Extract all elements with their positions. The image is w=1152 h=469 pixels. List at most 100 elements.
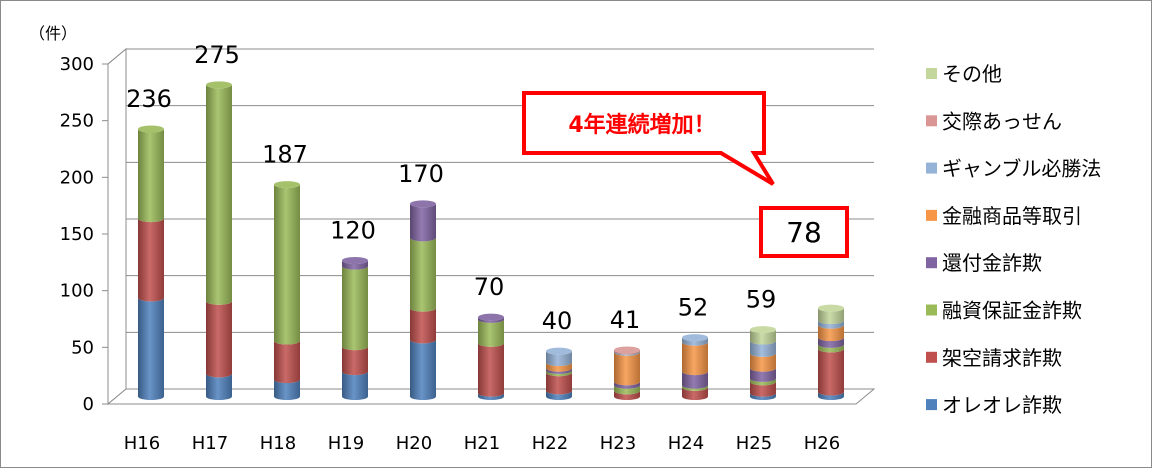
bar-cap (682, 334, 708, 342)
bar-segment (410, 308, 436, 344)
x-tick-label: H25 (736, 433, 772, 454)
y-tick-label: 0 (83, 394, 94, 415)
bar-segment (818, 308, 844, 325)
legend-item: 融資保証金詐欺 (926, 299, 1082, 323)
total-label: 59 (746, 286, 777, 314)
axes: 0 50 100 150 200 250 300 H16 H17 H18 H19 H20 H21 H22 H… (60, 54, 841, 454)
bar-segment (818, 348, 844, 396)
legend-item: ギャンブル必勝法 (926, 157, 1101, 181)
bar-segment (750, 353, 776, 372)
legend-label: 金融商品等取引 (942, 204, 1082, 228)
bar-stack (138, 125, 164, 401)
x-tick-label: H17 (192, 433, 228, 454)
total-label: 70 (474, 273, 505, 301)
bar-segment (342, 266, 368, 351)
bar-segment (138, 218, 164, 302)
bar-segment (750, 368, 776, 382)
bar-segment (410, 203, 436, 242)
y-tick-label: 200 (60, 167, 94, 188)
unit-label: （件） (29, 24, 77, 43)
callout: 4年連続増加！ (522, 91, 775, 186)
bar-stack (274, 181, 300, 401)
bar-stack (546, 347, 572, 401)
total-label: 120 (330, 217, 376, 245)
total-label: 40 (542, 307, 573, 335)
bar-segment (818, 320, 844, 329)
highlight-box: 78 (759, 206, 849, 258)
total-label: 52 (678, 294, 709, 322)
legend-swatch (926, 115, 937, 127)
bar-segment (682, 337, 708, 346)
bar-segment (614, 390, 640, 401)
x-tick-label: H19 (328, 433, 364, 454)
total-label: 236 (126, 85, 172, 113)
legend-item: 還付金詐欺 (926, 251, 1042, 275)
legend-item: オレオレ詐欺 (926, 393, 1062, 417)
bar-segment (206, 84, 232, 305)
bar-segment (138, 297, 164, 401)
y-tick-label: 150 (60, 224, 94, 245)
callout-text: 4年連続増加！ (568, 112, 715, 138)
bar-segment (546, 370, 572, 377)
side-wall (107, 47, 127, 406)
callout-bubble (522, 91, 775, 186)
x-tick-label: H16 (124, 433, 160, 454)
bar-segment (274, 184, 300, 345)
bar-segment (546, 390, 572, 401)
legend-swatch (926, 257, 937, 269)
x-tick-label: H21 (464, 433, 500, 454)
bar-segment (410, 339, 436, 401)
legend-item: 金融商品等取引 (926, 204, 1082, 228)
x-tick-label: H18 (260, 433, 296, 454)
bar-segment (138, 129, 164, 223)
total-label: 170 (398, 160, 444, 188)
y-tick-label: 250 (60, 111, 94, 132)
legend-label: 架空請求詐欺 (942, 346, 1062, 370)
x-tick-label: H20 (396, 433, 432, 454)
bar-segment (614, 351, 640, 356)
bar-segment (478, 343, 504, 397)
bar-segment (410, 237, 436, 312)
x-tick-label: H22 (532, 433, 568, 454)
bar-stack (206, 81, 232, 401)
bar-cap (342, 257, 368, 264)
bar-segment (750, 393, 776, 401)
bar-segment (478, 317, 504, 323)
legend-swatch (926, 209, 937, 221)
legend-swatch (926, 162, 937, 174)
bar-segment (818, 337, 844, 348)
bar-segment (818, 344, 844, 353)
bar-stack (614, 346, 640, 401)
bars (138, 81, 844, 401)
bar-stack (478, 313, 504, 401)
legend: その他交際あっせんギャンブル必勝法金融商品等取引還付金詐欺融資保証金詐欺架空請求… (926, 62, 1101, 417)
legend-swatch (926, 304, 937, 316)
bar-segment (478, 319, 504, 347)
legend-swatch (926, 351, 937, 363)
bar-segment (206, 301, 232, 378)
legend-label: その他 (942, 62, 1002, 86)
bar-segment (546, 351, 572, 367)
bar-stack (682, 334, 708, 401)
legend-item: 交際あっせん (926, 109, 1062, 133)
bar-cap (818, 304, 844, 312)
bar-segment (614, 352, 640, 386)
total-label: 41 (610, 306, 641, 334)
bar-cap (274, 181, 300, 189)
bar-stack (750, 326, 776, 401)
legend-label: 還付金詐欺 (942, 251, 1042, 275)
x-tick-label: H26 (804, 433, 840, 454)
bar-segment (342, 260, 368, 270)
bar-segment (682, 387, 708, 401)
bar-stack (410, 200, 436, 401)
legend-swatch (926, 399, 937, 411)
bar-segment (614, 350, 640, 355)
bar-segment (614, 385, 640, 395)
bar-segment (818, 391, 844, 400)
total-labels: 236 275 187 120 170 70 40 41 52 59 (126, 41, 776, 335)
legend-label: 融資保証金詐欺 (942, 299, 1082, 323)
highlight-total-label: 78 (786, 216, 822, 249)
bar-cap (546, 347, 572, 355)
